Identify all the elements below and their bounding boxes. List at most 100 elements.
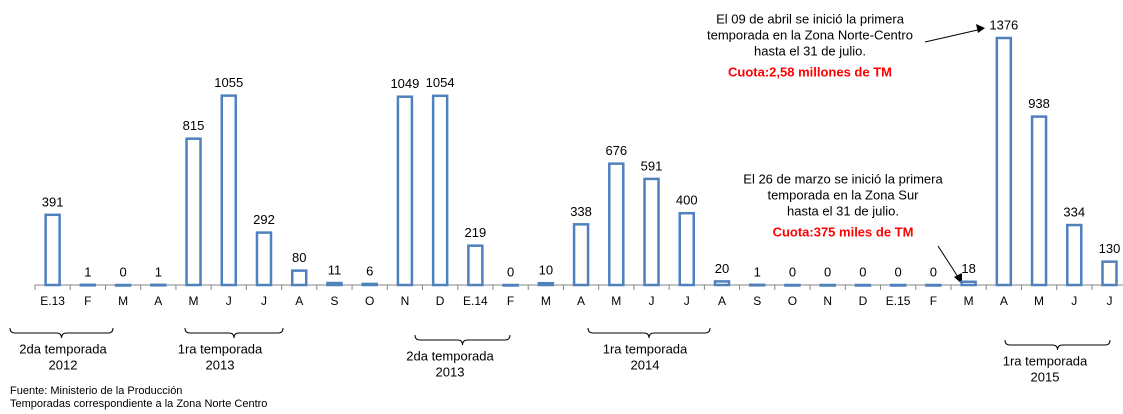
value-label: 676 — [605, 143, 627, 158]
value-label: 219 — [465, 225, 487, 240]
bar — [220, 94, 238, 287]
group-label: 2da temporada — [19, 341, 107, 356]
bar — [713, 280, 731, 287]
bracket — [184, 327, 284, 339]
bar — [361, 282, 378, 287]
value-label: 338 — [570, 204, 592, 219]
bar — [537, 281, 555, 287]
bar — [431, 94, 449, 287]
value-label: 1054 — [426, 75, 455, 90]
value-label: 0 — [507, 264, 514, 279]
bracket — [9, 327, 114, 339]
value-label: 6 — [366, 263, 373, 278]
x-tick-label: J — [1071, 294, 1077, 308]
value-label: 10 — [539, 263, 553, 278]
group-label: 1ra temporada — [1003, 353, 1088, 368]
value-label: 0 — [895, 264, 902, 279]
arrow-head — [976, 24, 985, 33]
group-label: 2013 — [206, 357, 235, 372]
annotation: El 26 de marzo se inició la primera — [743, 171, 943, 186]
x-tick-label: F — [84, 294, 91, 308]
value-label: 1055 — [214, 75, 243, 90]
annotation-highlight: Cuota:375 miles de TM — [773, 224, 914, 239]
value-label: 1376 — [989, 17, 1018, 32]
x-tick-label: O — [365, 294, 374, 308]
x-tick-label: E.15 — [886, 294, 911, 308]
x-tick-label: E.13 — [40, 294, 65, 308]
value-label: 0 — [789, 264, 796, 279]
group-label: 1ra temporada — [178, 341, 263, 356]
annotation: temporada en la Zona Sur — [767, 187, 919, 202]
value-label: 292 — [253, 212, 275, 227]
x-tick-label: J — [1107, 294, 1113, 308]
annotation: hasta el 31 de julio. — [754, 43, 866, 58]
bar — [44, 213, 61, 287]
bar — [572, 223, 590, 287]
annotation-highlight: Cuota:2,58 millones de TM — [728, 64, 892, 79]
value-label: 20 — [715, 261, 729, 276]
x-tick-label: D — [436, 294, 445, 308]
value-label: 0 — [824, 264, 831, 279]
x-tick-label: A — [577, 294, 585, 308]
group-label: 2015 — [1031, 369, 1060, 384]
group-label: 2da temporada — [406, 348, 494, 363]
x-tick-label: A — [295, 294, 303, 308]
bar — [396, 95, 414, 287]
value-label: 815 — [183, 118, 205, 133]
group-label: 2012 — [49, 357, 78, 372]
x-tick-label: N — [823, 294, 832, 308]
bar — [326, 281, 343, 287]
x-tick-label: M — [611, 294, 621, 308]
value-label: 0 — [930, 264, 937, 279]
x-tick-label: J — [226, 294, 232, 308]
value-label: 1 — [84, 264, 91, 279]
bar — [79, 283, 97, 287]
value-label: 334 — [1063, 204, 1085, 219]
x-tick-label: A — [154, 294, 162, 308]
x-tick-label: F — [507, 294, 514, 308]
value-label: 18 — [961, 261, 975, 276]
bar — [784, 283, 801, 287]
bar — [960, 280, 977, 287]
bar — [185, 137, 202, 287]
value-label: 1049 — [390, 76, 419, 91]
x-tick-label: M — [541, 294, 551, 308]
bar — [819, 283, 836, 287]
x-tick-label: A — [1000, 294, 1008, 308]
value-label: 11 — [328, 262, 342, 277]
x-tick-label: M — [964, 294, 974, 308]
x-tick-label: D — [859, 294, 868, 308]
bar — [643, 177, 660, 287]
x-tick-label: J — [649, 294, 655, 308]
x-tick-label: M — [1034, 294, 1044, 308]
value-label: 0 — [859, 264, 866, 279]
x-tick-label: O — [788, 294, 797, 308]
bar — [889, 283, 907, 287]
bar — [467, 244, 484, 287]
bar — [925, 283, 942, 287]
bar — [290, 269, 308, 287]
bar — [678, 211, 696, 287]
arrow-head — [954, 273, 962, 284]
group-label: 1ra temporada — [603, 341, 688, 356]
annotation: El 09 de abril se inició la primera — [716, 11, 905, 26]
bar — [502, 283, 519, 287]
source-note: Temporadas correspondiente a la Zona Nor… — [10, 398, 267, 410]
group-label: 2013 — [436, 364, 465, 379]
bar — [1030, 115, 1048, 287]
value-label: 1 — [754, 264, 761, 279]
bracket — [587, 327, 711, 339]
bar — [150, 283, 167, 287]
annotation: hasta el 31 de julio. — [787, 203, 899, 218]
value-label: 1 — [155, 264, 162, 279]
x-tick-label: M — [189, 294, 199, 308]
x-tick-label: S — [330, 294, 338, 308]
value-label: 130 — [1099, 241, 1121, 256]
bracket — [1004, 339, 1111, 351]
bar — [995, 36, 1013, 287]
x-tick-label: J — [684, 294, 690, 308]
group-label: 2014 — [631, 357, 660, 372]
x-tick-label: S — [753, 294, 761, 308]
bar — [608, 162, 625, 287]
x-tick-label: M — [118, 294, 128, 308]
